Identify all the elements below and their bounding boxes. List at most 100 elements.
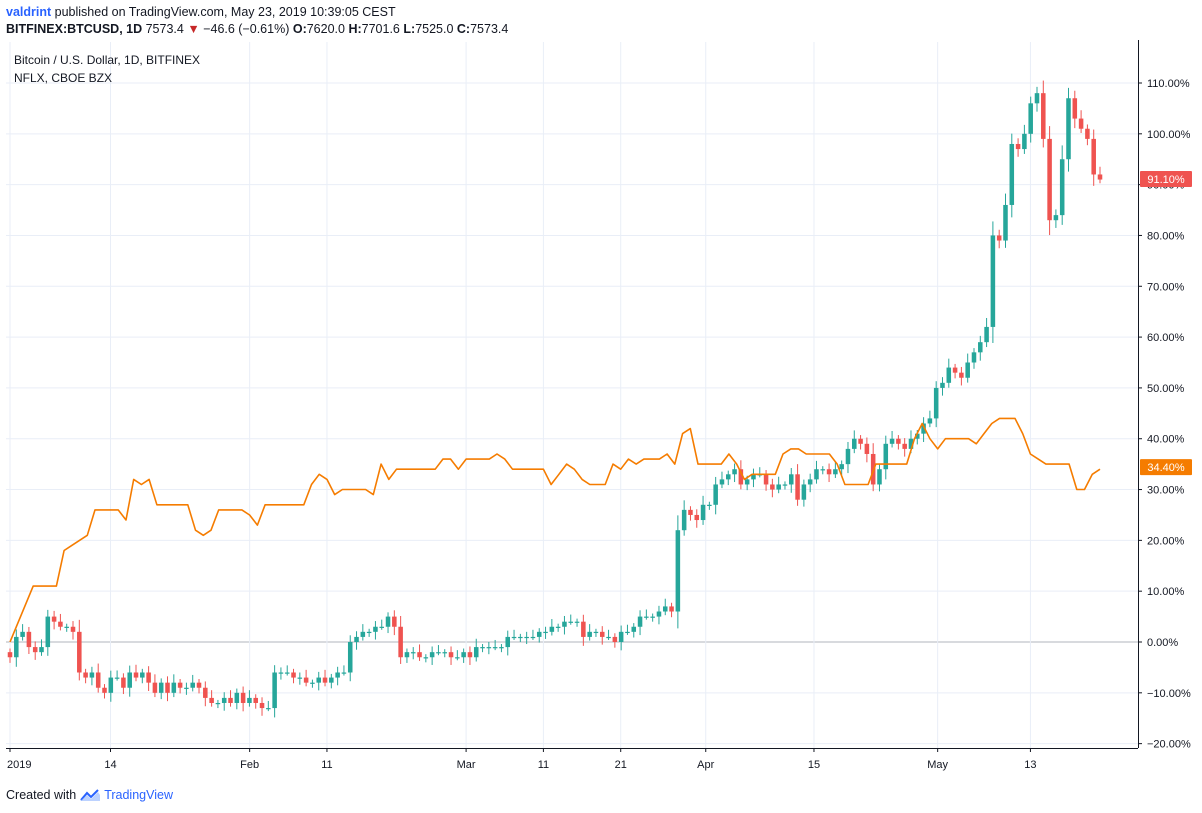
- candle-body: [606, 636, 611, 639]
- tradingview-brand[interactable]: TradingView: [104, 788, 173, 802]
- main-series-legend[interactable]: Bitcoin / U.S. Dollar, 1D, BITFINEX: [14, 53, 201, 67]
- candle-body: [637, 616, 643, 627]
- candle-body: [95, 672, 101, 688]
- y-tick-label: 40.00%: [1147, 434, 1185, 446]
- candle-body: [1066, 98, 1071, 160]
- publisher-username[interactable]: valdrint: [6, 5, 52, 19]
- candles: [7, 80, 1103, 718]
- x-tick-label: Feb: [240, 759, 259, 771]
- candle-body: [127, 672, 132, 688]
- candle-body: [486, 647, 492, 649]
- candle-body: [946, 367, 952, 383]
- candle-body: [877, 469, 882, 485]
- candle-body: [1009, 143, 1015, 205]
- candle-body: [587, 631, 592, 637]
- candle-body: [978, 342, 983, 353]
- candle-body: [820, 469, 826, 471]
- candle-body: [45, 616, 51, 648]
- candle-body: [681, 509, 687, 531]
- low-value: 7525.0: [415, 22, 454, 36]
- candle-body: [1034, 93, 1040, 104]
- candle-body: [669, 606, 674, 612]
- candle-body: [1028, 103, 1033, 134]
- ohlc-header: BITFINEX:BTCUSD, 1D 7573.4 ▼ −46.6 (−0.6…: [6, 22, 508, 36]
- compare-series-legend[interactable]: NFLX, CBOE BZX: [14, 71, 113, 85]
- price-chart[interactable]: 110.00%100.00%90.00%80.00%70.00%60.00%50…: [0, 40, 1202, 780]
- candle-body: [228, 697, 233, 703]
- candle-body: [360, 631, 366, 637]
- last-price: 7573.4: [145, 22, 184, 36]
- close-label: C:: [456, 22, 471, 36]
- candle-body: [738, 469, 744, 485]
- candle-body: [310, 682, 315, 684]
- candle-body: [713, 484, 718, 505]
- candle-body: [240, 692, 246, 703]
- candle-body: [492, 647, 498, 649]
- candle-body: [732, 469, 737, 475]
- candle-body: [990, 235, 996, 327]
- candle-body: [511, 636, 517, 639]
- y-tick-label: 60.00%: [1147, 332, 1185, 344]
- open-label: O:: [292, 22, 307, 36]
- candle-body: [89, 672, 95, 678]
- candle-body: [971, 352, 977, 363]
- candle-body: [429, 652, 435, 658]
- candle-body: [448, 652, 454, 658]
- open-value: 7620.0: [306, 22, 345, 36]
- candle-body: [858, 438, 863, 444]
- candle-body: [322, 677, 328, 683]
- candle-body: [70, 626, 76, 632]
- candle-body: [644, 616, 649, 618]
- x-tick-label: May: [927, 759, 948, 771]
- candle-body: [568, 621, 574, 623]
- created-with-text: Created with: [6, 788, 77, 802]
- candle-body: [612, 636, 618, 642]
- candle-body: [253, 697, 258, 703]
- candle-body: [776, 484, 781, 490]
- candle-body: [140, 672, 145, 678]
- x-tick-label: 2019: [7, 759, 31, 771]
- candle-body: [221, 697, 227, 703]
- candle-body: [1053, 215, 1059, 221]
- candle-body: [77, 631, 82, 673]
- last-value-label: 34.40%: [1147, 462, 1185, 474]
- candle-body: [933, 387, 939, 419]
- candle-body: [467, 652, 473, 658]
- high-value: 7701.6: [361, 22, 400, 36]
- candle-body: [51, 616, 57, 622]
- candle-body: [423, 657, 429, 659]
- candle-body: [247, 697, 252, 703]
- candle-body: [58, 621, 63, 627]
- candle-body: [203, 687, 208, 698]
- candle-body: [341, 672, 347, 674]
- candle-body: [908, 438, 914, 449]
- candle-body: [171, 682, 177, 693]
- candle-body: [184, 687, 189, 689]
- candle-body: [354, 636, 359, 642]
- candle-body: [662, 606, 668, 612]
- candle-body: [114, 677, 120, 679]
- candle-body: [524, 636, 529, 639]
- candle-body: [165, 682, 170, 693]
- candle-body: [959, 372, 964, 378]
- x-tick-label: Apr: [697, 759, 714, 771]
- candle-body: [436, 652, 441, 654]
- candle-body: [864, 443, 870, 454]
- y-tick-label: 110.00%: [1147, 78, 1190, 90]
- candle-body: [272, 672, 277, 709]
- candle-body: [410, 652, 416, 654]
- candle-body: [902, 443, 907, 449]
- candle-body: [1015, 143, 1021, 150]
- candle-body: [1041, 93, 1046, 139]
- candle-body: [215, 702, 221, 705]
- candle-body: [442, 652, 448, 654]
- candle-body: [562, 621, 567, 627]
- candle-body: [83, 672, 88, 678]
- candle-body: [1072, 98, 1078, 119]
- candle-body: [1091, 138, 1096, 175]
- high-label: H:: [348, 22, 362, 36]
- candle-body: [675, 530, 681, 612]
- close-value: 7573.4: [470, 22, 509, 36]
- y-tick-label: 30.00%: [1147, 485, 1185, 497]
- candle-body: [852, 438, 857, 449]
